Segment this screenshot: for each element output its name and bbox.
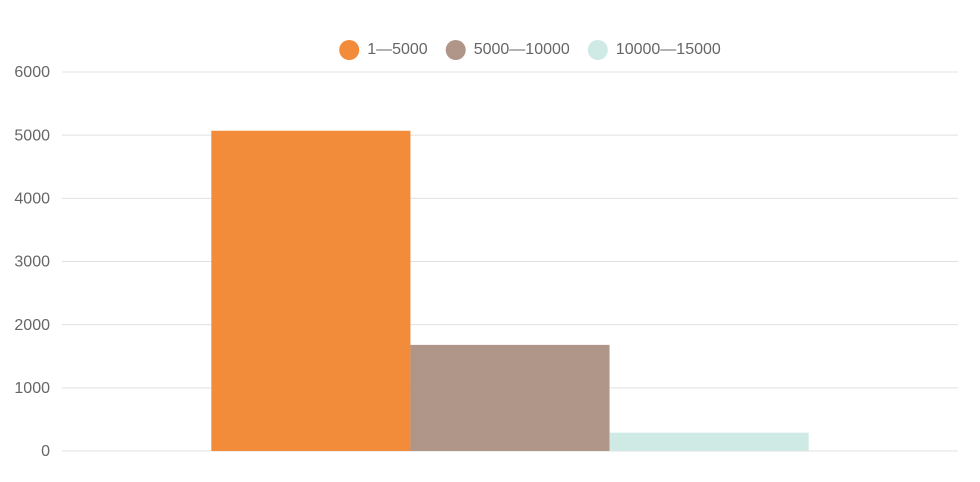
legend-label: 1—5000 xyxy=(367,41,428,58)
bar xyxy=(410,344,610,451)
y-tick-label: 6000 xyxy=(14,64,50,81)
y-tick-label: 2000 xyxy=(14,317,50,334)
legend-marker xyxy=(339,40,360,60)
y-tick-label: 3000 xyxy=(14,254,50,271)
y-tick-label: 1000 xyxy=(14,380,50,397)
y-tick-label: 0 xyxy=(41,443,50,460)
y-tick-label: 4000 xyxy=(14,191,50,208)
legend-marker xyxy=(587,40,608,60)
legend-label: 10000—15000 xyxy=(616,41,721,58)
legend-marker xyxy=(445,40,466,60)
legend-label: 5000—10000 xyxy=(474,41,570,58)
bar xyxy=(211,130,411,451)
bar xyxy=(609,432,809,451)
y-tick-label: 5000 xyxy=(14,127,50,144)
